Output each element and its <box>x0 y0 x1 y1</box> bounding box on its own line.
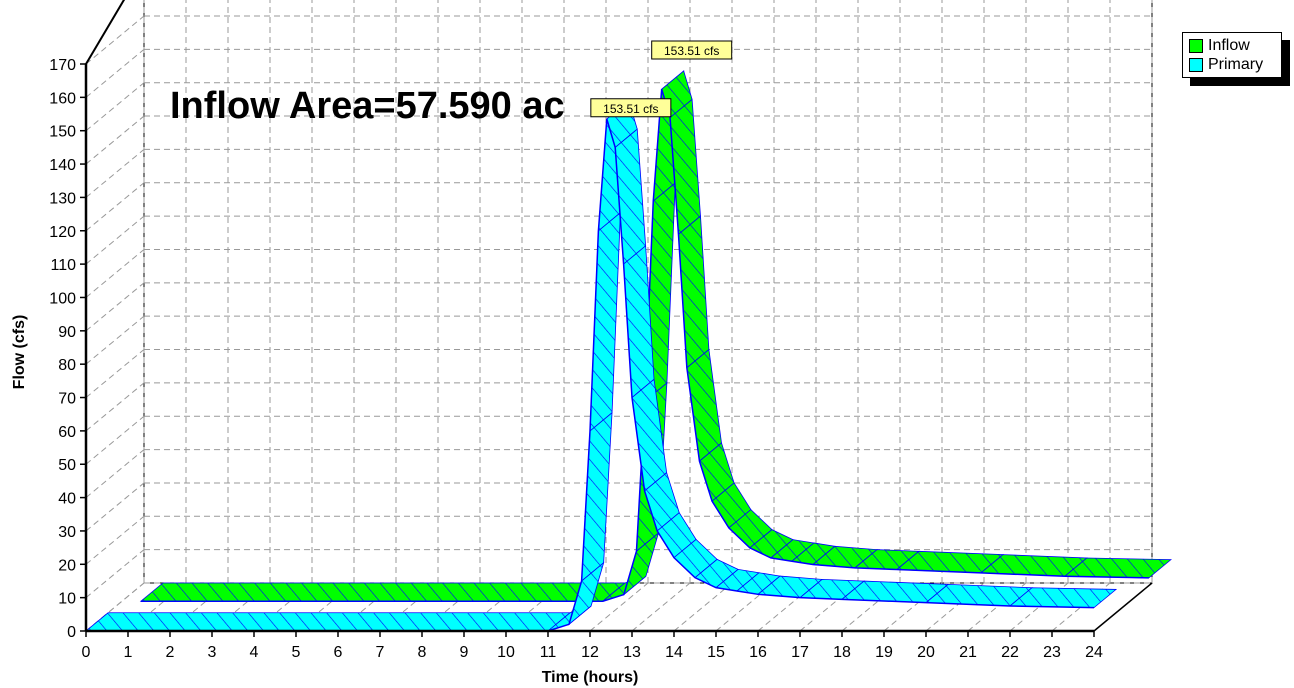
x-tick-label: 14 <box>665 644 683 661</box>
x-tick-label: 11 <box>540 644 557 661</box>
y-tick-label: 120 <box>49 224 76 241</box>
y-tick-label: 160 <box>49 90 76 107</box>
grid-line-depth <box>85 15 145 65</box>
grid-line-depth <box>85 549 145 599</box>
y-tick-label: 70 <box>58 391 76 408</box>
x-tick-label: 20 <box>917 644 935 661</box>
x-tick-label: 0 <box>82 644 91 661</box>
y-tick-label: 60 <box>58 424 76 441</box>
y-tick-label: 170 <box>49 57 76 74</box>
peak-label-layer: 153.51 cfs 153.51 cfs <box>590 40 733 118</box>
x-tick-label: 1 <box>124 644 133 661</box>
x-tick-label: 3 <box>208 644 217 661</box>
series-layer <box>84 70 1172 632</box>
x-tick-label: 17 <box>791 644 809 661</box>
x-tick-label: 8 <box>418 644 427 661</box>
grid-line-depth <box>85 182 145 232</box>
x-tick-label: 13 <box>623 644 641 661</box>
x-tick-label: 24 <box>1085 644 1103 661</box>
y-tick-label: 150 <box>49 124 76 141</box>
grid-line-depth <box>85 149 145 198</box>
grid-line-depth <box>85 382 145 432</box>
legend-label-inflow: Inflow <box>1208 37 1250 54</box>
grid-line-floor <box>673 582 733 632</box>
y-tick-label: 0 <box>67 624 76 641</box>
legend-swatch-primary <box>1189 58 1203 72</box>
x-tick-label: 16 <box>749 644 767 661</box>
svg-text:153.51 cfs: 153.51 cfs <box>603 102 658 116</box>
x-tick-label: 12 <box>581 644 599 661</box>
grid-line-floor <box>589 582 649 632</box>
peak-label-primary: 153.51 cfs <box>590 98 672 118</box>
series-line <box>86 118 1095 632</box>
y-tick-label: 140 <box>49 157 76 174</box>
peak-label-inflow: 153.51 cfs <box>651 40 733 60</box>
y-tick-label: 30 <box>58 524 76 541</box>
grid-line-depth <box>85 415 145 465</box>
grid-line-depth <box>85 82 145 132</box>
grid-line-depth <box>85 48 145 98</box>
grid-line-depth <box>85 215 145 265</box>
grid-line-depth <box>85 515 145 565</box>
y-tick-label: 90 <box>58 324 76 341</box>
y-axis-label: Flow (cfs) <box>11 315 28 390</box>
y-tick-label: 130 <box>49 190 76 207</box>
grid-line-depth <box>85 482 145 532</box>
y-tick-label: 50 <box>58 457 76 474</box>
legend: Inflow Primary <box>1182 32 1290 86</box>
grid-line-depth <box>85 115 145 165</box>
y-tick-label: 20 <box>58 557 76 574</box>
x-tick-label: 9 <box>460 644 469 661</box>
x-tick-label: 5 <box>292 644 301 661</box>
x-tick-label: 15 <box>707 644 725 661</box>
series-line <box>140 89 1149 602</box>
x-tick-label: 19 <box>875 644 893 661</box>
x-tick-label: 2 <box>166 644 175 661</box>
x-tick-label: 7 <box>376 644 385 661</box>
x-tick-label: 21 <box>959 644 977 661</box>
x-axis-label: Time (hours) <box>542 669 639 686</box>
x-tick-label: 10 <box>497 644 515 661</box>
y-tick-label: 40 <box>58 491 76 508</box>
x-tick-label: 23 <box>1043 644 1061 661</box>
y-tick-label: 100 <box>49 290 76 307</box>
y-tick-label: 80 <box>58 357 76 374</box>
legend-item-inflow: Inflow <box>1189 37 1250 55</box>
y-tick-label: 10 <box>58 591 76 608</box>
x-tick-label: 6 <box>334 644 343 661</box>
grid-line-depth <box>85 315 145 365</box>
x-tick-label: 18 <box>833 644 851 661</box>
grid-line-depth <box>85 349 145 398</box>
grid-line-depth <box>85 449 145 498</box>
grid-line-depth <box>85 249 145 298</box>
legend-label-primary: Primary <box>1208 56 1264 73</box>
grid-line-depth <box>85 282 145 332</box>
legend-item-primary: Primary <box>1189 56 1263 74</box>
grid-line-floor <box>631 582 691 632</box>
series-primary <box>84 99 1118 632</box>
y-tick-label: 110 <box>50 257 76 274</box>
x-tick-label: 22 <box>1001 644 1019 661</box>
x-tick-label: 4 <box>250 644 259 661</box>
legend-swatch-inflow <box>1189 39 1203 53</box>
svg-text:153.51 cfs: 153.51 cfs <box>664 44 719 58</box>
axis-layer: 0102030405060708090100110120130140150160… <box>49 57 1103 661</box>
chart-title: Inflow Area=57.590 ac <box>170 85 565 127</box>
